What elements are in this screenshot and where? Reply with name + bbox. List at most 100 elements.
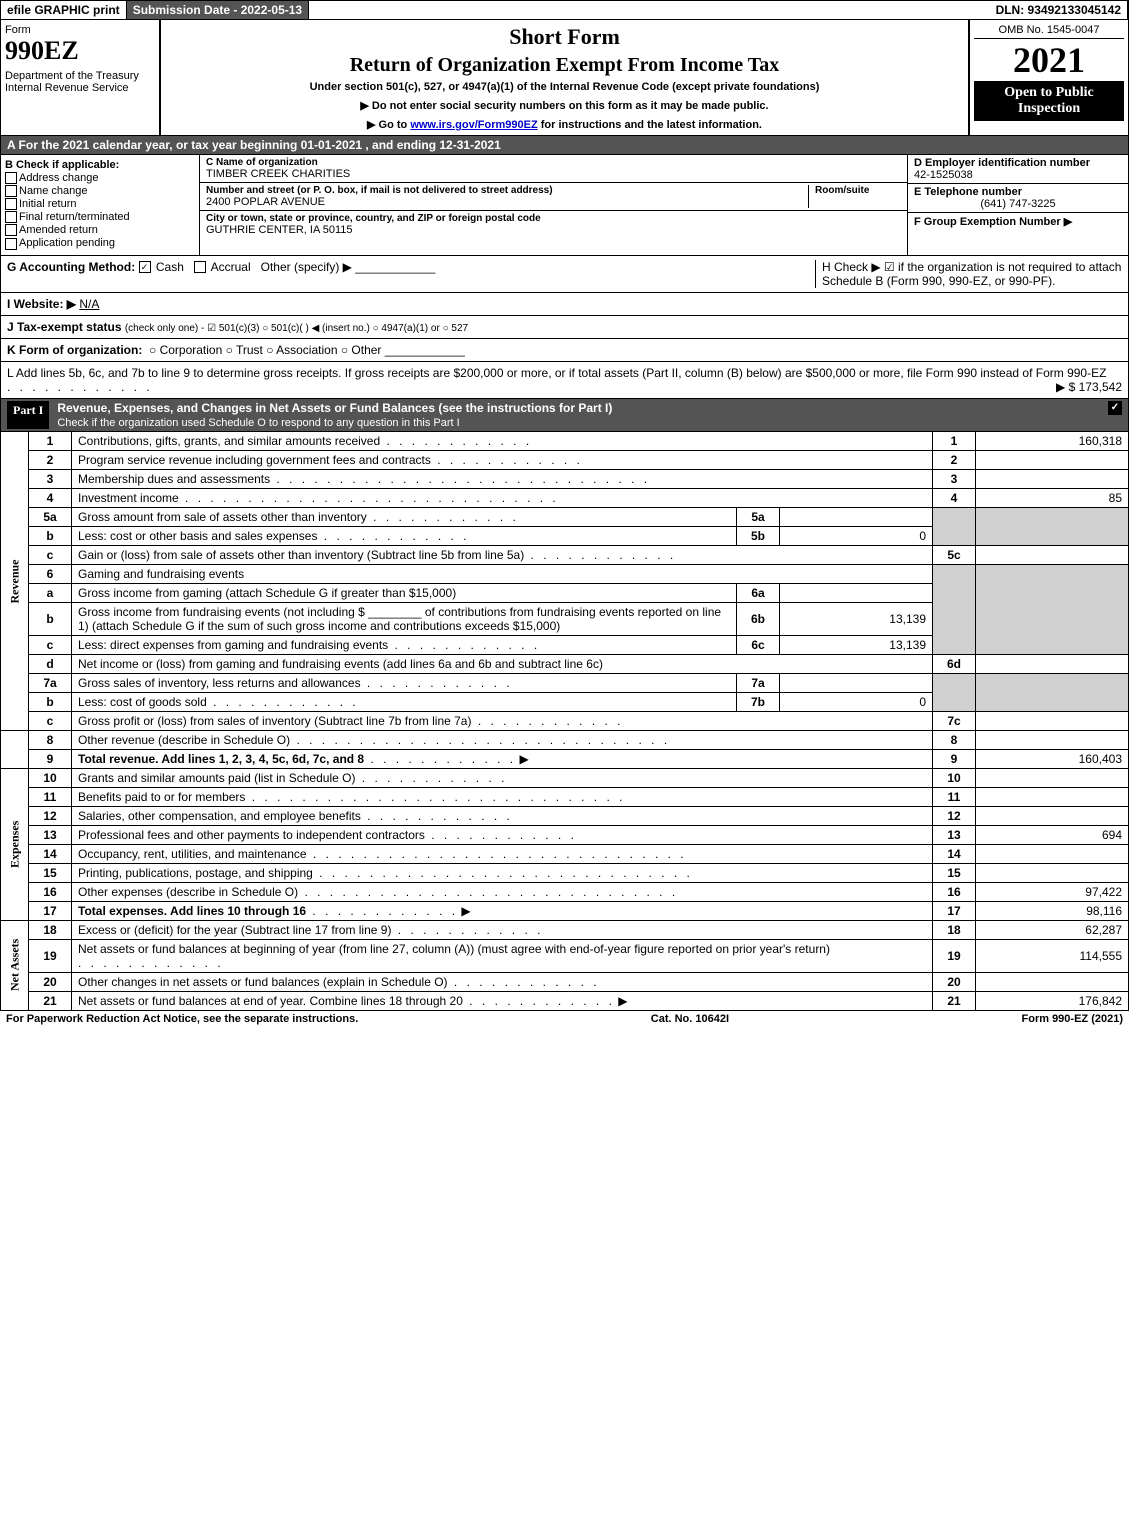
line-rn: 7c <box>933 711 976 730</box>
line-num: 11 <box>29 787 72 806</box>
check-amended[interactable]: Amended return <box>5 224 195 236</box>
efile-label: efile GRAPHIC print <box>1 1 127 19</box>
line-num: 8 <box>29 730 72 749</box>
line-val: 114,555 <box>976 939 1129 972</box>
check-address[interactable]: Address change <box>5 172 195 184</box>
group-label: F Group Exemption Number ▶ <box>914 215 1122 228</box>
line-desc: Gross profit or (loss) from sales of inv… <box>72 711 933 730</box>
cash-checkbox[interactable] <box>139 261 151 273</box>
open-inspection: Open to Public Inspection <box>974 81 1124 121</box>
line-num: d <box>29 654 72 673</box>
department: Department of the Treasury Internal Reve… <box>5 70 155 94</box>
mid-num: 5b <box>737 526 780 545</box>
mid-num: 6a <box>737 583 780 602</box>
line-desc: Program service revenue including govern… <box>72 450 933 469</box>
check-name[interactable]: Name change <box>5 185 195 197</box>
line-desc: Excess or (deficit) for the year (Subtra… <box>72 920 933 939</box>
city-label: City or town, state or province, country… <box>206 213 901 224</box>
check-pending[interactable]: Application pending <box>5 237 195 249</box>
line-desc: Membership dues and assessments <box>72 469 933 488</box>
line-desc: Gain or (loss) from sale of assets other… <box>72 545 933 564</box>
line-num: b <box>29 692 72 711</box>
line-val <box>976 450 1129 469</box>
header-right: OMB No. 1545-0047 2021 Open to Public In… <box>970 20 1128 135</box>
accrual-checkbox[interactable] <box>194 261 206 273</box>
under-section: Under section 501(c), 527, or 4947(a)(1)… <box>165 81 964 93</box>
room-label: Room/suite <box>815 185 895 196</box>
mid-val <box>780 673 933 692</box>
line-val: 62,287 <box>976 920 1129 939</box>
line-num: 16 <box>29 882 72 901</box>
line-num: 17 <box>29 901 72 920</box>
shaded-cell <box>933 564 976 654</box>
line-num: 18 <box>29 920 72 939</box>
revenue-section-label: Revenue <box>1 432 29 731</box>
line-rn: 3 <box>933 469 976 488</box>
line-desc: Gross amount from sale of assets other t… <box>72 507 737 526</box>
line-num: 10 <box>29 768 72 787</box>
line-val <box>976 654 1129 673</box>
irs-link[interactable]: www.irs.gov/Form990EZ <box>410 119 537 131</box>
mid-val: 13,139 <box>780 635 933 654</box>
line-desc: Grants and similar amounts paid (list in… <box>72 768 933 787</box>
line-num: 12 <box>29 806 72 825</box>
form-label: Form <box>5 24 155 36</box>
line-desc: Less: cost of goods sold <box>72 692 737 711</box>
org-name-label: C Name of organization <box>206 157 901 168</box>
line-rn: 21 <box>933 991 976 1010</box>
street-cell: Number and street (or P. O. box, if mail… <box>206 185 809 208</box>
line-desc: Gross income from fundraising events (no… <box>72 602 737 635</box>
omb-number: OMB No. 1545-0047 <box>974 24 1124 39</box>
notice2-post: for instructions and the latest informat… <box>538 119 762 131</box>
mid-val: 0 <box>780 692 933 711</box>
shaded-cell <box>933 673 976 711</box>
website-value: N/A <box>79 297 99 311</box>
line-val <box>976 711 1129 730</box>
line-num: 2 <box>29 450 72 469</box>
section-b-checks: B Check if applicable: Address change Na… <box>1 155 200 255</box>
header-left: Form 990EZ Department of the Treasury In… <box>1 20 161 135</box>
website-row: I Website: ▶ N/A <box>0 293 1129 316</box>
line-rn: 6d <box>933 654 976 673</box>
room-cell: Room/suite <box>809 185 901 208</box>
l-row: L Add lines 5b, 6c, and 7b to line 9 to … <box>0 362 1129 399</box>
line-rn: 5c <box>933 545 976 564</box>
l-text: L Add lines 5b, 6c, and 7b to line 9 to … <box>7 366 1106 380</box>
header-center: Short Form Return of Organization Exempt… <box>161 20 970 135</box>
line-val <box>976 844 1129 863</box>
mid-val: 13,139 <box>780 602 933 635</box>
line-val <box>976 806 1129 825</box>
k-text: ○ Corporation ○ Trust ○ Association ○ Ot… <box>149 343 381 357</box>
street-label: Number and street (or P. O. box, if mail… <box>206 185 808 196</box>
mid-num: 6b <box>737 602 780 635</box>
line-num: 4 <box>29 488 72 507</box>
line-rn: 11 <box>933 787 976 806</box>
line-num: 13 <box>29 825 72 844</box>
line-rn: 2 <box>933 450 976 469</box>
line-val <box>976 469 1129 488</box>
shaded-cell <box>933 507 976 545</box>
line-desc: Less: cost or other basis and sales expe… <box>72 526 737 545</box>
line-num: 6 <box>29 564 72 583</box>
line-num: 21 <box>29 991 72 1010</box>
shaded-cell <box>976 564 1129 654</box>
section-a-calendar: A For the 2021 calendar year, or tax yea… <box>0 136 1129 155</box>
line-val <box>976 787 1129 806</box>
mid-val: 0 <box>780 526 933 545</box>
check-initial[interactable]: Initial return <box>5 198 195 210</box>
line-val <box>976 545 1129 564</box>
line-val <box>976 863 1129 882</box>
line-rn: 19 <box>933 939 976 972</box>
line-val <box>976 768 1129 787</box>
city: GUTHRIE CENTER, IA 50115 <box>206 224 901 236</box>
shaded-cell <box>976 673 1129 711</box>
form-number: 990EZ <box>5 36 155 66</box>
line-rn: 18 <box>933 920 976 939</box>
line-desc: Less: direct expenses from gaming and fu… <box>72 635 737 654</box>
line-rn: 4 <box>933 488 976 507</box>
line-num: 5a <box>29 507 72 526</box>
line-val: 160,403 <box>976 749 1129 768</box>
k-row: K Form of organization: ○ Corporation ○ … <box>0 339 1129 362</box>
footer: For Paperwork Reduction Act Notice, see … <box>0 1011 1129 1027</box>
check-final[interactable]: Final return/terminated <box>5 211 195 223</box>
